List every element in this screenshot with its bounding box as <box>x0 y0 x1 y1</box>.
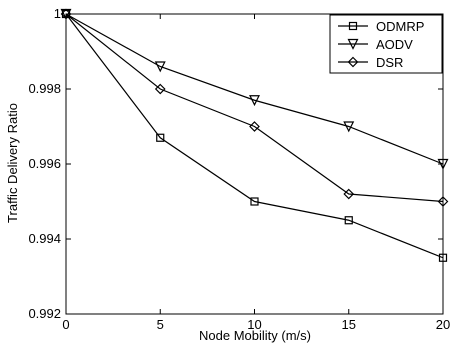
data-point-dsr <box>437 196 449 207</box>
data-point-dsr <box>154 83 166 95</box>
x-tick-label: 20 <box>436 317 450 332</box>
legend-label-aodv: AODV <box>376 37 413 52</box>
data-point-aodv <box>343 121 355 133</box>
series-line-aodv <box>65 13 444 165</box>
y-tick-label: 0.996 <box>28 156 61 171</box>
series-line-odmrp <box>65 13 444 259</box>
legend-marker-odmrp <box>348 21 358 31</box>
data-point-odmrp <box>156 133 165 142</box>
legend-marker-aodv <box>347 38 359 50</box>
data-point-dsr <box>249 121 260 132</box>
data-point-aodv <box>437 158 449 170</box>
x-tick-label: 15 <box>342 317 356 332</box>
data-point-odmrp <box>250 197 259 206</box>
series-line-dsr <box>65 13 444 203</box>
data-point-aodv <box>154 61 166 73</box>
y-axis-label: Traffic Delivery Ratio <box>5 103 20 223</box>
x-tick-label: 0 <box>62 317 69 332</box>
legend-label-odmrp: ODMRP <box>376 19 424 34</box>
data-point-dsr <box>343 188 355 200</box>
data-point-odmrp <box>344 216 353 225</box>
x-tick-label: 10 <box>247 317 261 332</box>
x-axis-label: Node Mobility (m/s) <box>199 328 311 343</box>
legend-marker-dsr <box>347 56 359 68</box>
y-tick-label: 1 <box>54 6 61 21</box>
data-point-aodv <box>249 95 260 107</box>
y-tick-label: 0.992 <box>28 306 61 321</box>
data-point-odmrp <box>438 253 448 262</box>
y-tick-label: 0.998 <box>28 81 61 96</box>
data-point-dsr <box>60 8 72 20</box>
y-tick-label: 0.994 <box>28 231 61 246</box>
legend-label-dsr: DSR <box>376 55 403 70</box>
x-tick-label: 5 <box>157 317 164 332</box>
